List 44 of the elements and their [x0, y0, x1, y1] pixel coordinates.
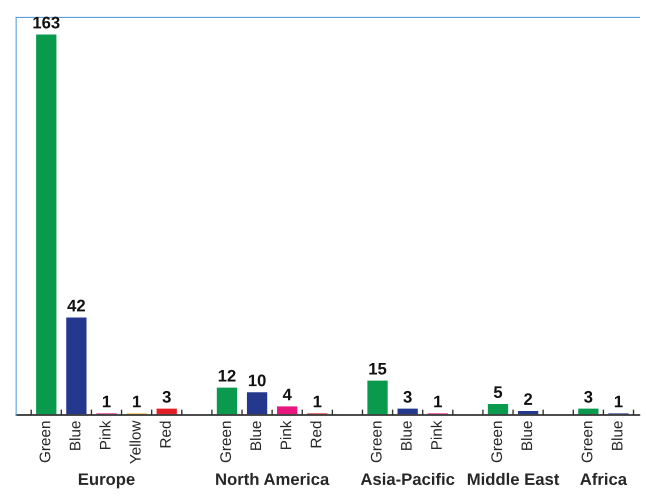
data-label: 1	[102, 396, 111, 408]
text: North America	[216, 472, 330, 486]
data-label: 4	[282, 388, 292, 400]
x-tick-label: Pink	[430, 420, 442, 450]
text: Africa	[580, 472, 628, 486]
bar	[215, 386, 238, 415]
data-label: 1	[434, 396, 442, 408]
x-tick-label: Blue	[400, 421, 412, 450]
data-label: 12	[218, 370, 236, 382]
bar	[34, 33, 58, 415]
text: Europe	[78, 473, 135, 488]
x-tick-label: Blue	[520, 421, 532, 450]
x-tick-label: Red	[160, 422, 171, 448]
bar	[246, 390, 269, 415]
x-tick-label: Blue	[250, 421, 262, 450]
text: Asia-Pacific	[360, 472, 454, 486]
data-label: 3	[403, 390, 412, 403]
text: Middle East	[468, 472, 560, 486]
data-label: 5	[494, 386, 502, 398]
bar	[366, 379, 390, 415]
data-label: 15	[369, 363, 386, 375]
bar	[64, 316, 88, 415]
x-tick-label: Pink	[99, 420, 110, 450]
x-tick-label: Blue	[611, 421, 623, 450]
data-label: 2	[524, 393, 532, 405]
data-label: 42	[67, 300, 85, 312]
data-label: 1	[133, 396, 141, 408]
x-tick-label: Pink	[280, 420, 292, 450]
x-tick-label: Blue	[69, 421, 80, 450]
bar	[486, 402, 510, 415]
x-tick-label: Green	[40, 422, 50, 462]
x-tick-label: Green	[491, 422, 502, 462]
x-tick-label: Yellow	[129, 420, 141, 464]
x-tick-label: Green	[370, 422, 382, 462]
data-label: 3	[584, 390, 592, 403]
bar	[276, 404, 299, 415]
data-label: 1	[314, 396, 322, 408]
data-label: 10	[248, 374, 266, 386]
x-tick-label: Red	[310, 422, 322, 448]
data-label: 1	[614, 396, 623, 408]
x-tick-label: Green	[582, 422, 592, 462]
data-label: 163	[33, 16, 60, 29]
x-tick-label: Green	[220, 422, 232, 462]
data-label: 3	[162, 390, 171, 403]
